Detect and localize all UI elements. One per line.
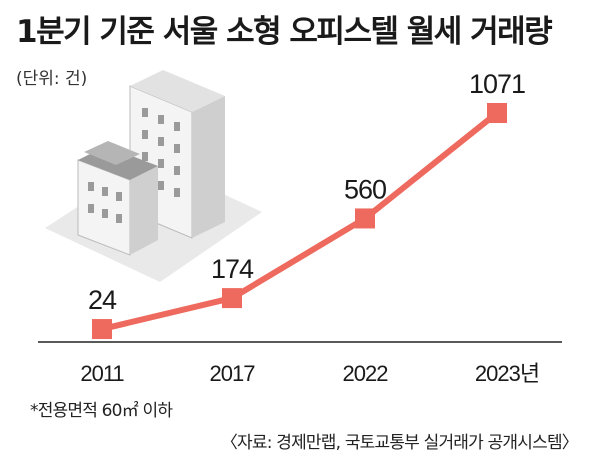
- x-tick-label: 2011: [80, 361, 124, 386]
- chart-title: 1분기 기준 서울 소형 오피스텔 월세 거래량: [16, 14, 553, 50]
- data-marker: [222, 288, 242, 309]
- office-buildings-illustration: [45, 70, 262, 282]
- value-label: 1071: [469, 69, 525, 99]
- x-tick-label: 2023년: [475, 361, 539, 386]
- value-labels: 24 174 560 1071: [88, 69, 526, 315]
- value-label: 24: [88, 285, 117, 315]
- value-label: 174: [211, 254, 254, 284]
- unit-label: (단위: 건): [16, 69, 88, 89]
- tall-building-windows: [142, 108, 180, 197]
- footnote: *전용면적 60㎡ 이하: [30, 401, 173, 421]
- data-markers: [92, 103, 507, 340]
- short-building-windows: [88, 182, 122, 223]
- data-marker: [355, 208, 375, 229]
- source-note: 〈자료: 경제만랩, 국토교통부 실거래가 공개시스템〉: [220, 433, 579, 453]
- x-tick-labels: 2011 2017 2022 2023년: [80, 361, 540, 386]
- x-tick-label: 2022: [343, 361, 389, 386]
- data-marker: [92, 319, 112, 340]
- data-marker: [487, 103, 507, 123]
- series-line: [99, 110, 500, 333]
- value-label: 560: [344, 174, 386, 204]
- x-tick-label: 2017: [210, 361, 256, 386]
